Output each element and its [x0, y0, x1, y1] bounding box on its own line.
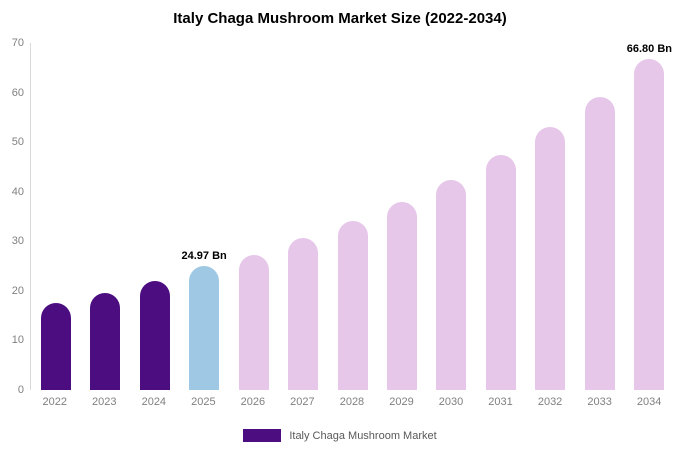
bar-2024 [139, 280, 170, 390]
bar-slot-2032 [526, 127, 575, 390]
bar-slot-2031 [476, 155, 525, 390]
y-tick-label: 10 [11, 334, 24, 347]
x-tick-label-2029: 2029 [389, 396, 414, 408]
y-tick-label: 60 [11, 86, 24, 99]
bar-2028 [337, 220, 368, 390]
x-tick-label-2030: 2030 [438, 396, 464, 408]
y-tick-label: 70 [11, 37, 24, 49]
x-tick-label-2034: 2034 [636, 396, 662, 408]
x-tick-label-2024: 2024 [141, 396, 167, 408]
x-axis-labels: 2022 2023 2024 2025 2026 2027 2028 2029 2030 2031… [30, 396, 674, 410]
bar-slot-2026 [229, 254, 278, 390]
bar-2030 [436, 179, 467, 390]
bar-slot-2033 [575, 97, 624, 390]
y-tick-label: 50 [11, 136, 24, 149]
bar-slot-2023 [80, 292, 129, 390]
bar-2027 [288, 237, 319, 390]
legend-label: Italy Chaga Mushroom Market [289, 429, 437, 442]
y-tick-label: 0 [17, 384, 24, 396]
plot-area: 24.97 Bn 66.80 Bn [30, 43, 674, 390]
bar-2025 [189, 266, 220, 390]
bar-2026 [238, 254, 269, 390]
bar-slot-2030 [427, 179, 476, 390]
bar-slot-2025: 24.97 Bn [179, 250, 228, 390]
bar-slot-2028 [328, 220, 377, 390]
bar-slot-2027 [278, 237, 327, 390]
legend-swatch [243, 429, 282, 442]
y-tick-label: 40 [11, 185, 24, 198]
bar-2023 [90, 292, 121, 390]
y-axis: 0 10 20 30 40 50 60 70 [0, 37, 26, 396]
bar-2033 [584, 97, 615, 390]
x-tick-label-2026: 2026 [240, 396, 266, 408]
bar-2022 [40, 303, 71, 390]
x-tick-label-2028: 2028 [339, 396, 365, 408]
bar-2034 [634, 58, 665, 390]
bar-slot-2034: 66.80 Bn [625, 43, 674, 390]
x-tick-label-2023: 2023 [92, 396, 117, 408]
x-tick-label-2027: 2027 [290, 396, 315, 408]
x-tick-label-2031: 2031 [488, 396, 513, 408]
x-tick-label-2022: 2022 [42, 396, 67, 408]
x-tick-label-2025: 2025 [191, 396, 216, 408]
bar-value-label-2025: 24.97 Bn [181, 250, 227, 263]
bar-slot-2029 [377, 202, 426, 390]
chart-title: Italy Chaga Mushroom Market Size (2022-2… [173, 10, 507, 27]
y-tick-label: 20 [11, 284, 24, 297]
x-tick-label-2033: 2033 [587, 396, 612, 408]
x-tick-label-2032: 2032 [537, 396, 563, 408]
bar-2031 [485, 155, 516, 390]
bar-slot-2024 [130, 280, 179, 390]
bar-2029 [387, 202, 418, 390]
y-tick-label: 30 [11, 235, 24, 248]
legend: Italy Chaga Mushroom Market [0, 429, 680, 442]
bar-slot-2022 [31, 303, 80, 390]
bar-value-label-2034: 66.80 Bn [626, 42, 672, 55]
bar-2032 [535, 127, 566, 390]
